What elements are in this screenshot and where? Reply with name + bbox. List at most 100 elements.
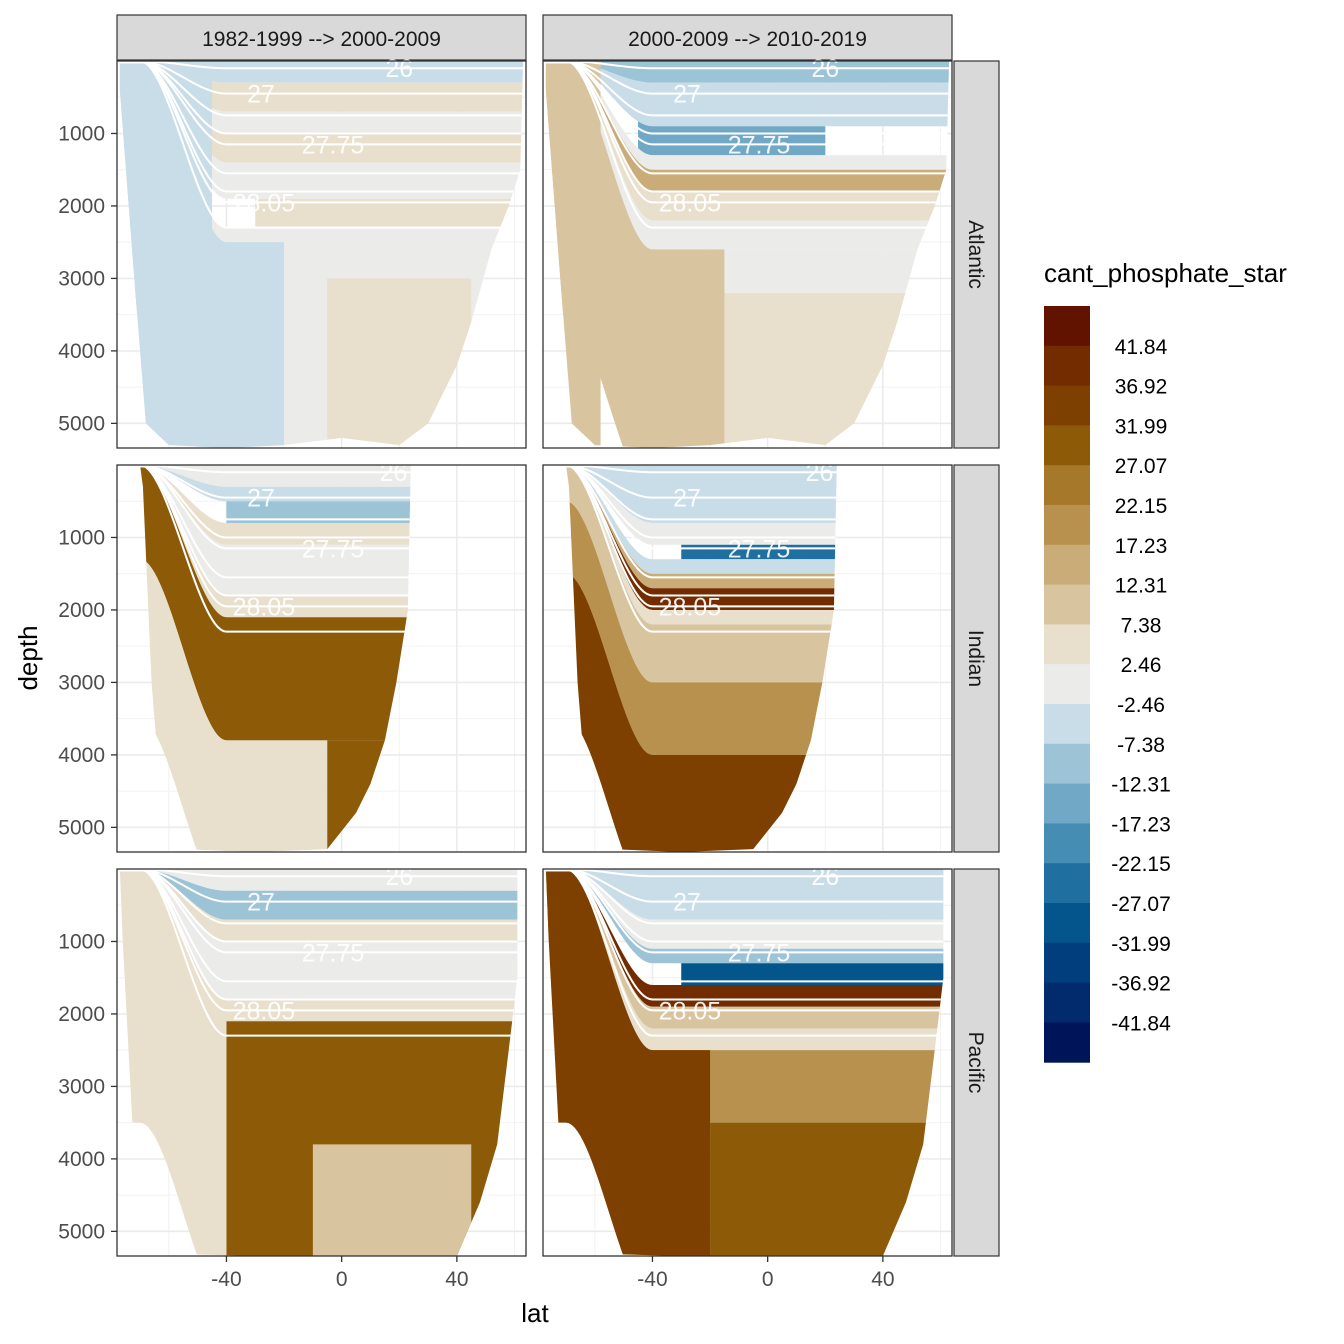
legend-label: -41.84	[1111, 1012, 1171, 1035]
panel-atlantic-0: 26 27 27.75 28.05	[116, 55, 527, 449]
isopycnal-line	[566, 465, 837, 633]
contour-band	[638, 121, 826, 156]
y-tick-label: 3000	[58, 267, 105, 290]
panel-border	[542, 60, 953, 449]
isopycnal-line	[119, 61, 524, 229]
legend-color-swatch	[1044, 505, 1090, 546]
contour-band	[119, 869, 518, 891]
legend-label: -22.15	[1111, 853, 1171, 876]
isopycnal-label: 28.05	[659, 593, 722, 621]
isopycnal-line	[566, 465, 837, 579]
isopycnal-label: 28.05	[233, 593, 296, 621]
isopycnal-line	[140, 465, 411, 550]
contour-band	[566, 465, 837, 589]
x-tick-label: 40	[445, 1268, 468, 1291]
y-tick-label: 5000	[58, 412, 105, 435]
y-tick-label: 3000	[58, 1075, 105, 1098]
contour-band	[566, 573, 837, 852]
isopycnal-line	[140, 465, 411, 499]
legend-color-swatch	[1044, 783, 1090, 824]
legend-label: 22.15	[1115, 495, 1168, 518]
isopycnal-label: 26	[380, 459, 408, 487]
y-axis-label: depth	[13, 625, 43, 690]
panel-pacific-1: 26 27 27.75 28.05	[542, 863, 953, 1257]
legend-label: -31.99	[1111, 933, 1171, 956]
isopycnal-line	[545, 61, 950, 70]
facet-strip-label: Pacific	[964, 1032, 987, 1094]
legend-label: -7.38	[1117, 734, 1165, 757]
facet-strip-label: 2000-2009 --> 2010-2019	[628, 28, 867, 51]
contour-band	[681, 963, 944, 985]
isopycnal-label: 27.75	[728, 939, 791, 967]
isopycnal-label: 28.05	[659, 189, 722, 217]
legend-label: -2.46	[1117, 694, 1165, 717]
isopycnal-label: 27	[673, 81, 701, 109]
isopycnal-line	[566, 465, 837, 597]
isopycnal-line	[140, 465, 411, 539]
isopycnal-line	[566, 465, 837, 539]
isopycnal-line	[545, 61, 950, 117]
legend-color-swatch	[1044, 544, 1090, 586]
panel-border	[542, 464, 953, 853]
legend-color-swatch	[1044, 584, 1090, 625]
facet-strip-col-0	[116, 14, 527, 61]
legend-color-swatch	[1044, 743, 1090, 785]
isopycnal-line	[545, 869, 944, 1037]
panel-border	[116, 868, 527, 1257]
isopycnal-line	[566, 465, 837, 550]
isopycnal-line	[140, 465, 411, 597]
isopycnal-line	[119, 61, 524, 193]
x-tick-label: 40	[871, 1268, 894, 1291]
legend-title: cant_phosphate_star	[1044, 258, 1287, 288]
x-tick-label: -40	[211, 1268, 241, 1291]
isopycnal-line	[140, 465, 411, 608]
isopycnal-line	[119, 61, 524, 204]
isopycnal-label: 26	[811, 55, 839, 83]
isopycnal-line	[545, 869, 944, 954]
isopycnal-label: 26	[385, 863, 413, 891]
legend-color-swatch	[1044, 624, 1090, 665]
facet-strip-row-pacific	[953, 868, 1000, 1257]
contour-band	[140, 465, 411, 545]
legend-label: -27.07	[1111, 893, 1171, 916]
y-tick-label: 4000	[58, 340, 105, 363]
contour-band	[119, 61, 524, 199]
isopycnal-line	[545, 869, 944, 1001]
isopycnal-label: 26	[811, 863, 839, 891]
y-tick-label: 2000	[58, 1003, 105, 1026]
contour-band	[255, 198, 524, 228]
legend-label: -36.92	[1111, 973, 1171, 996]
legend-color-swatch	[1044, 863, 1090, 904]
y-tick-label: 2000	[58, 599, 105, 622]
contour-band	[545, 869, 944, 920]
panel-border	[116, 464, 527, 853]
isopycnal-line	[119, 869, 518, 1001]
isopycnal-label: 27.75	[728, 535, 791, 563]
contour-band	[566, 465, 837, 610]
facet-strip-row-indian	[953, 464, 1000, 853]
isopycnal-line	[566, 465, 837, 474]
isopycnal-line	[119, 869, 518, 903]
legend-color-swatch	[1044, 1022, 1090, 1063]
isopycnal-label: 27	[247, 485, 275, 513]
contour-band	[119, 61, 524, 163]
contour-band	[566, 501, 837, 755]
isopycnal-label: 28.05	[233, 189, 296, 217]
isopycnal-line	[140, 465, 411, 579]
isopycnal-line	[119, 869, 518, 1012]
legend-label: 2.46	[1121, 654, 1162, 677]
isopycnal-label: 27.75	[302, 939, 365, 967]
isopycnal-label: 27.75	[302, 131, 365, 159]
x-tick-label: 0	[336, 1268, 348, 1291]
legend-label: 31.99	[1115, 415, 1168, 438]
facet-strip-row-atlantic	[953, 60, 1000, 449]
isopycnal-line	[566, 465, 837, 499]
isopycnal-line	[545, 61, 950, 193]
legend-label: 12.31	[1115, 575, 1168, 598]
y-tick-label: 5000	[58, 1220, 105, 1243]
isopycnal-line	[545, 61, 950, 135]
panel-atlantic-1: 26 27 27.75 28.05	[542, 55, 953, 449]
isopycnal-line	[119, 869, 518, 878]
